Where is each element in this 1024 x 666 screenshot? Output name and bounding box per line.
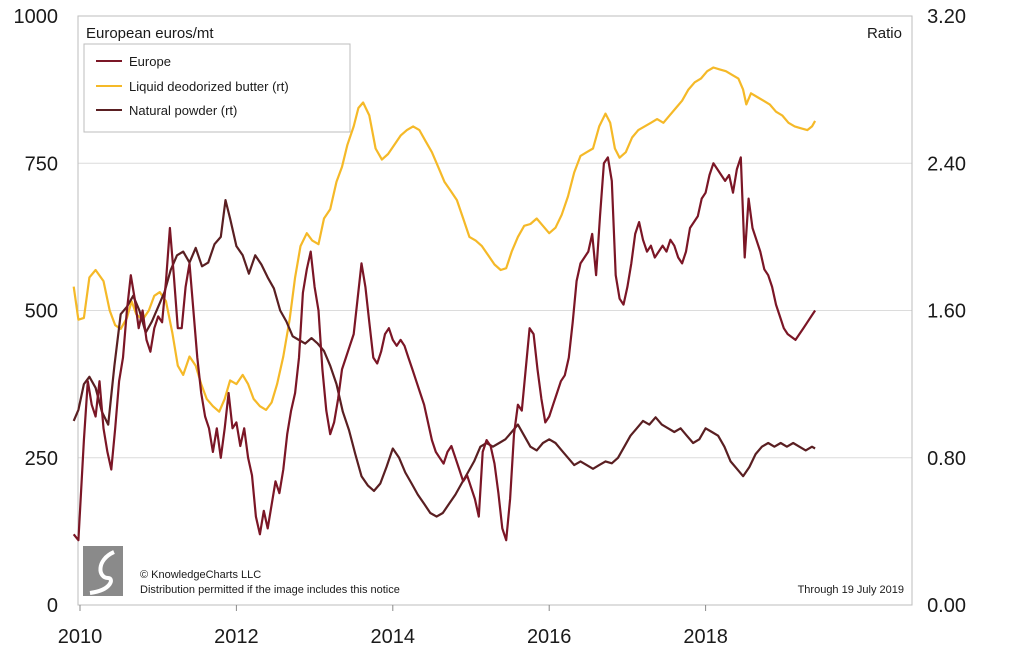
legend-box <box>83 43 351 133</box>
right-tick-2.40: 2.40 <box>927 153 966 175</box>
series-line-natural-powder-rt <box>72 199 816 518</box>
series-layer <box>72 66 817 542</box>
series-line-europe <box>72 156 817 542</box>
legend-label-europe: Europe <box>129 54 171 69</box>
x-tick-2012: 2012 <box>214 626 259 648</box>
right-tick-0.80: 0.80 <box>927 448 966 470</box>
gridlines <box>78 162 912 459</box>
left-tick-500: 500 <box>25 301 58 323</box>
left-axis-label: European euros/mt <box>86 25 214 42</box>
x-axis-ticks: 2010 2012 2014 2016 2018 <box>58 605 728 648</box>
through-date: Through 19 July 2019 <box>798 584 904 596</box>
x-tick-2010: 2010 <box>58 626 103 648</box>
x-tick-2016: 2016 <box>527 626 572 648</box>
copyright-notice: © KnowledgeCharts LLC <box>140 569 261 581</box>
right-axis-ticks: 0.00 0.80 1.60 2.40 3.20 <box>927 6 966 617</box>
x-tick-2014: 2014 <box>371 626 416 648</box>
knowledgecharts-logo <box>83 546 123 596</box>
right-tick-3.20: 3.20 <box>927 6 966 28</box>
x-tick-2018: 2018 <box>683 626 728 648</box>
series-line-liquid-deodorized-butter-rt <box>72 66 817 413</box>
left-tick-750: 750 <box>25 153 58 175</box>
left-tick-1000: 1000 <box>14 6 59 28</box>
left-tick-250: 250 <box>25 448 58 470</box>
right-axis-label: Ratio <box>867 25 902 42</box>
left-tick-0: 0 <box>47 595 58 617</box>
right-tick-1.60: 1.60 <box>927 301 966 323</box>
legend-label-natural-powder: Natural powder (rt) <box>129 103 237 118</box>
distribution-notice: Distribution permitted if the image incl… <box>140 584 400 596</box>
legend-label-liquid-deodorized-butter: Liquid deodorized butter (rt) <box>129 79 289 94</box>
legend: Europe Liquid deodorized butter (rt) Nat… <box>83 43 351 133</box>
right-tick-0.00: 0.00 <box>927 595 966 617</box>
logo-swoosh <box>89 550 115 595</box>
left-axis-ticks: 0 250 500 750 1000 <box>14 6 59 617</box>
